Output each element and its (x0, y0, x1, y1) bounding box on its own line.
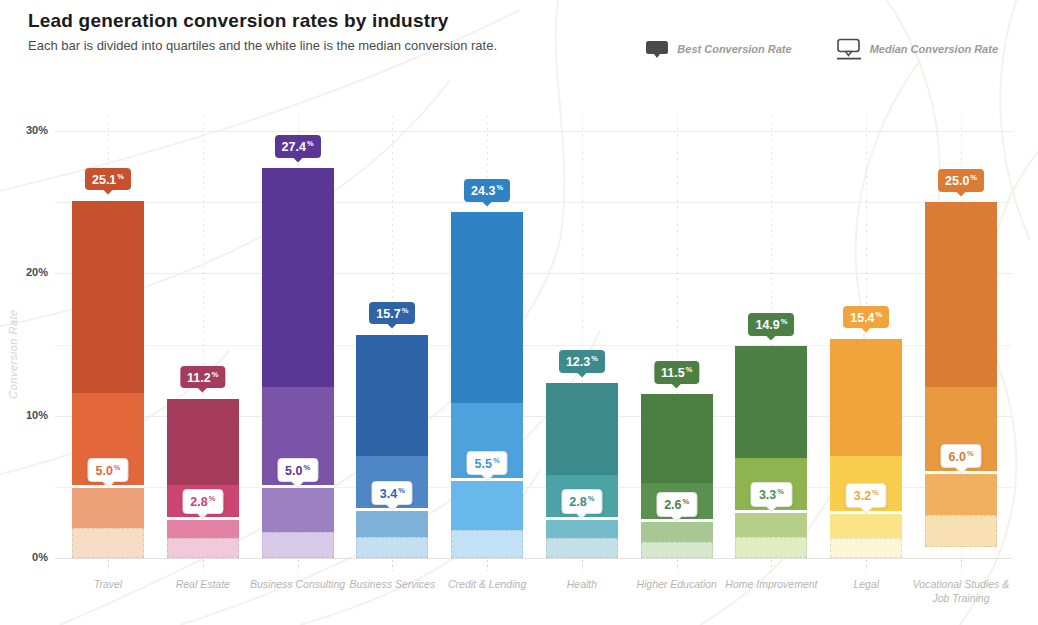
bar-segment-light-8[interactable] (830, 512, 902, 538)
bar-segment-lightest-2[interactable] (262, 532, 334, 558)
bar-segment-light-9[interactable] (925, 473, 997, 516)
bar-segment-dark-6[interactable] (641, 394, 713, 482)
x-axis-category-label: Home Improvement (721, 578, 821, 592)
gridline (55, 273, 1012, 274)
x-axis-category-label: Travel (58, 578, 158, 592)
bar-segment-light-5[interactable] (546, 518, 618, 538)
best-rate-label: 11.2% (180, 366, 225, 389)
bar-segment-lightest-4[interactable] (451, 530, 523, 558)
median-rate-label: 5.5% (467, 451, 508, 476)
best-rate-label: 24.3% (464, 179, 510, 202)
median-rate-label: 3.2% (846, 483, 887, 508)
median-rate-label: 2.8% (182, 489, 223, 514)
x-axis-category-label: Business Consulting (248, 578, 348, 592)
x-axis-tick (771, 560, 772, 571)
bar-segment-dark-1[interactable] (167, 399, 239, 486)
x-axis-category-label: Business Services (342, 578, 442, 592)
bar-segment-light-2[interactable] (262, 487, 334, 533)
x-axis-tick (298, 560, 299, 571)
median-rate-label: 5.0% (87, 458, 128, 483)
median-rate-label: 6.0% (940, 444, 981, 469)
gridline (55, 558, 1012, 559)
best-rate-label: 25.1% (85, 168, 131, 191)
bar-segment-light-1[interactable] (167, 518, 239, 538)
chart-card: Lead generation conversion rates by indu… (0, 0, 1038, 625)
bar-segment-lightest-9[interactable] (925, 515, 997, 546)
x-axis-category-label: Higher Education (627, 578, 727, 592)
median-rate-label: 5.0% (277, 458, 318, 483)
x-axis-category-label: Legal (816, 578, 916, 592)
x-axis-category-label: Credit & Lending (437, 578, 537, 592)
bar-segment-dark-0[interactable] (72, 201, 144, 393)
bar-segment-dark-4[interactable] (451, 212, 523, 403)
x-axis-tick (677, 560, 678, 571)
best-rate-label: 12.3% (559, 350, 605, 373)
y-axis-tick-label: 10% (10, 409, 48, 421)
bar-segment-lightest-6[interactable] (641, 542, 713, 558)
bar-segment-light-3[interactable] (356, 510, 428, 537)
best-rate-label: 25.0% (938, 169, 984, 192)
median-bubble-icon (836, 38, 862, 60)
bar-segment-light-6[interactable] (641, 521, 713, 542)
best-rate-label: 15.4% (843, 306, 889, 329)
x-axis-tick (392, 560, 393, 571)
bar-segment-dark-7[interactable] (735, 346, 807, 458)
x-axis-category-label: Real Estate (153, 578, 253, 592)
x-axis-category-label: Health (532, 578, 632, 592)
x-axis-tick (203, 560, 204, 571)
best-rate-label: 14.9% (748, 313, 794, 336)
bar-segment-lightest-0[interactable] (72, 528, 144, 558)
legend: Best Conversion Rate Median Conversion R… (645, 38, 998, 60)
bar-segment-lightest-3[interactable] (356, 537, 428, 558)
bar-segment-light-7[interactable] (735, 511, 807, 537)
x-axis-tick (487, 560, 488, 571)
x-axis-category-label: Vocational Studies & Job Training (911, 578, 1011, 605)
median-rate-label: 2.6% (656, 492, 697, 517)
median-rate-label: 2.8% (561, 489, 602, 514)
bar-segment-lightest-7[interactable] (735, 537, 807, 558)
median-rate-label: 3.4% (372, 481, 413, 506)
best-rate-label: 27.4% (275, 135, 321, 158)
chart-subtitle: Each bar is divided into quartiles and t… (28, 38, 497, 53)
best-rate-label: 11.5% (654, 361, 699, 384)
x-axis-tick (961, 560, 962, 571)
best-bubble-icon (645, 39, 669, 59)
legend-item-median: Median Conversion Rate (836, 38, 998, 60)
gridline (55, 131, 1012, 132)
bar-segment-dark-9[interactable] (925, 202, 997, 387)
legend-best-label: Best Conversion Rate (677, 43, 791, 55)
median-rate-label: 3.3% (751, 482, 792, 507)
bar-segment-dark-8[interactable] (830, 339, 902, 456)
y-axis-tick-label: 30% (10, 124, 48, 136)
bar-segment-light-4[interactable] (451, 480, 523, 530)
page-title: Lead generation conversion rates by indu… (28, 10, 497, 32)
minor-gridline (55, 202, 1012, 203)
y-axis-tick-label: 0% (10, 551, 48, 563)
bar-segment-dark-5[interactable] (546, 383, 618, 476)
x-axis-tick (582, 560, 583, 571)
bar-segment-lightest-5[interactable] (546, 538, 618, 558)
plot-area: 0% 10% 20% 30% 25.1% 5.0% Travel 11.2% 2.8% Real … (0, 0, 1038, 625)
bar-segment-light-0[interactable] (72, 487, 144, 528)
legend-median-label: Median Conversion Rate (870, 43, 998, 55)
legend-item-best: Best Conversion Rate (645, 39, 791, 59)
best-rate-label: 15.7% (369, 302, 415, 325)
bar-segment-lightest-8[interactable] (830, 538, 902, 558)
bar-segment-lightest-1[interactable] (167, 538, 239, 558)
y-axis-tick-label: 20% (10, 266, 48, 278)
bar-segment-dark-2[interactable] (262, 168, 334, 387)
x-axis-tick (108, 560, 109, 571)
x-axis-tick (866, 560, 867, 571)
bar-segment-dark-3[interactable] (356, 335, 428, 456)
